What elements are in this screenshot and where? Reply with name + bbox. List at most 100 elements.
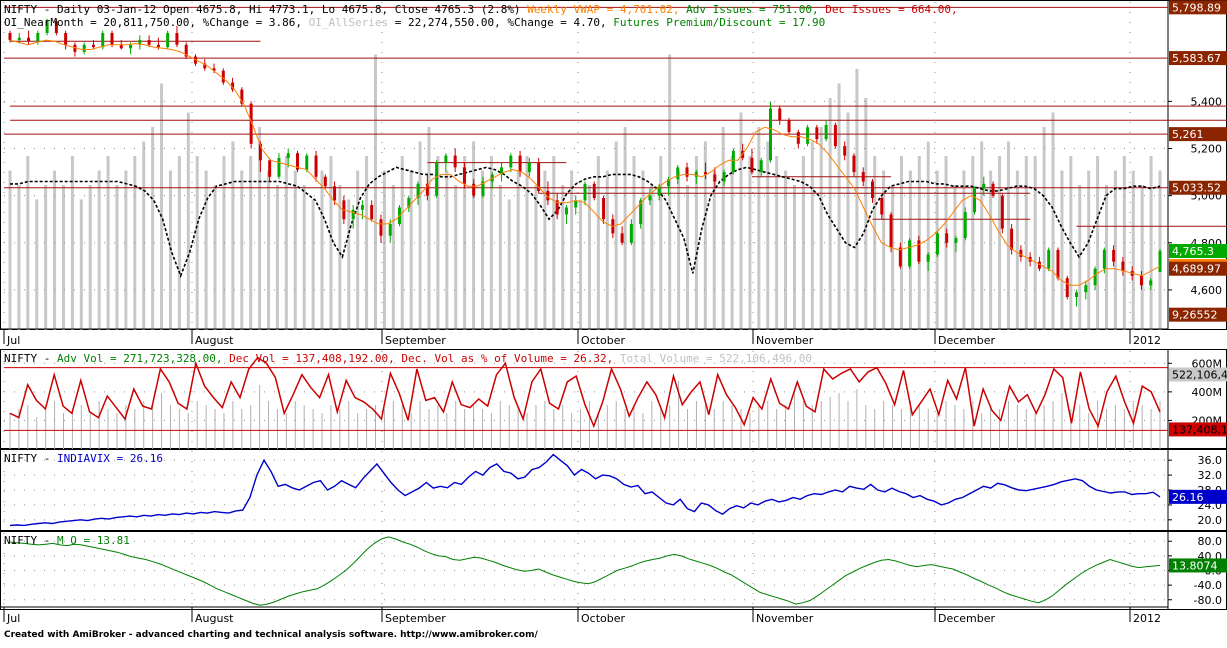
value-badge-text: 4,689.97 [1172,263,1221,276]
volume-bar [641,170,645,330]
volume-bar [115,185,119,330]
volume-bar [338,185,342,330]
title-segment: Dec Vol = 137,408,192.00, [229,352,401,365]
volume-bar [124,170,128,330]
candle-body [119,44,123,49]
candles [8,18,1162,307]
candle-body [1084,285,1088,293]
candle-body [768,108,772,161]
volume-bar [53,170,57,330]
candle-body [898,247,902,267]
volume-bar [570,170,574,330]
volume-bar [819,127,823,330]
value-badge [1169,367,1227,382]
vwap-line [9,39,1161,286]
volume-bar [489,156,493,330]
volume-bar [1105,185,1109,330]
candle-body [444,155,448,163]
indiavix-line [9,453,1161,527]
volume-bar [1078,185,1082,330]
volume-bar [712,170,716,330]
candle-body [54,21,58,33]
candle-body [537,162,541,191]
title-segment: Futures Premium/Discount = 17.90 [613,16,825,29]
candle-body [917,240,921,262]
candle-body [666,179,670,187]
volume-bar [142,141,146,330]
candle-body [861,172,865,182]
volume-bar [801,156,805,330]
volume-bar [213,185,217,330]
candle-body [602,198,606,220]
candle-body [1102,249,1106,269]
volume-bar [258,127,262,330]
volume-bar [694,156,698,330]
y-tick-label: 36.0 [1198,454,1223,467]
candle-body [27,37,31,42]
volume-bar [275,185,279,330]
candle-body [852,155,856,173]
candle-body [1075,292,1079,297]
y-tick-label: 600M [1192,357,1223,370]
volume-bar [382,170,386,330]
candle-body [833,124,837,147]
month-label: Jul [6,612,20,625]
volume-bar [1131,170,1135,330]
candle-body [370,205,374,220]
volume-bar [757,127,761,330]
candle-body [166,33,170,48]
volume-bar [186,112,190,330]
candle-body [509,155,513,168]
volume-bar [329,156,333,330]
pane-title: NIFTY - Daily 03-Jan-12 Open 4675.8, Hi … [4,3,958,16]
value-badge [1169,558,1227,573]
volume-bar [980,141,984,330]
volume-bar [810,141,814,330]
volume-bar [88,185,92,330]
value-badge [1169,51,1227,66]
volume-bar [792,185,796,330]
candle-body [1121,261,1125,272]
volume-bar [1015,170,1019,330]
candle-body [1019,249,1023,257]
volume-bar [365,156,369,330]
candle-body [462,167,466,184]
volume-bar [650,185,654,330]
volume-bar [222,156,226,330]
candle-body [1158,250,1162,273]
candle-body [323,176,327,187]
volume-bar [151,127,155,330]
candle-body [1139,275,1143,286]
volume-bar [962,170,966,330]
volume-bar [828,98,832,330]
volume-bar [739,112,743,330]
volume-bar [374,54,378,330]
candle-body [268,160,272,177]
pane-border [0,0,1227,330]
candle-body [45,21,49,33]
candle-body [954,238,958,243]
volume-bar [668,54,672,330]
volume-bar [775,156,779,330]
volume-bar [480,170,484,330]
volume-bar [1149,156,1153,330]
value-badge-text: 5,261 [1172,128,1204,141]
candle-body [694,172,698,177]
candle-body [518,155,522,173]
candle-body [212,68,216,71]
volume-bar [106,156,110,330]
month-label: November [756,334,814,347]
volume-bar [891,185,895,330]
candle-body [305,155,309,170]
y-tick-label: 32.0 [1198,469,1223,482]
grid [3,533,1168,610]
title-segment: Adv Issues = 751.00, [686,3,825,16]
volume-bar [677,170,681,330]
value-badge-text: 5,583.67 [1172,52,1221,65]
volume-bar [998,156,1002,330]
candle-body [221,70,225,83]
y-tick-label: 5,200 [1191,143,1223,156]
title-segment: Dec Issues = 664.00, [825,3,957,16]
candle-body [676,167,680,180]
value-badge [1169,261,1227,276]
